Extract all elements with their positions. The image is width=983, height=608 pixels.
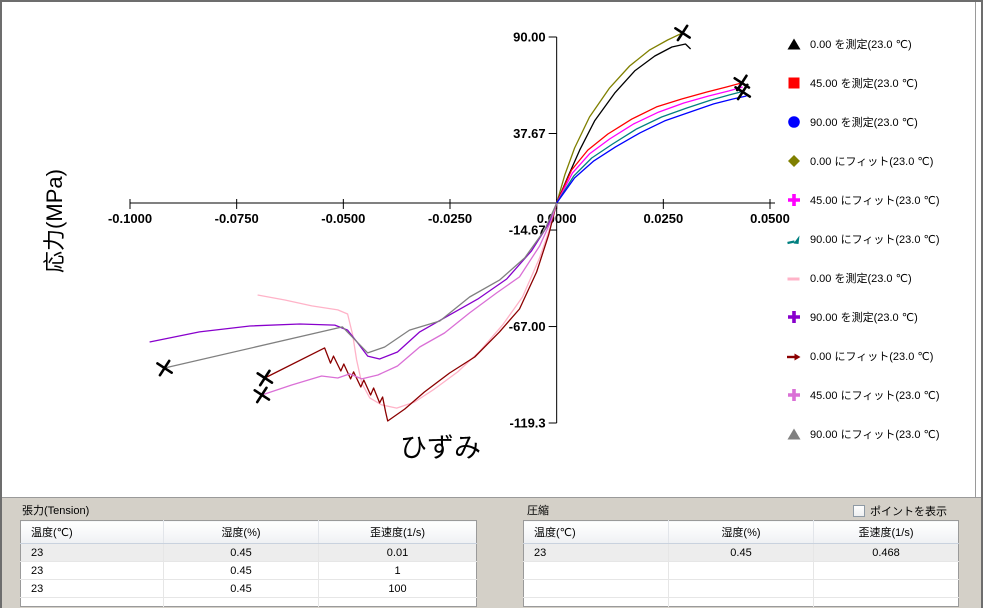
compression-table: 温度(℃) 湿度(%) 歪速度(1/s) 23 0.45 0.468 — [523, 520, 959, 607]
legend-item: 0.00 にフィット(23.0 ℃) — [786, 141, 972, 180]
checkbox-icon[interactable] — [853, 505, 865, 517]
svg-text:0.0500: 0.0500 — [750, 211, 790, 226]
column-header-strain-rate[interactable]: 歪速度(1/s) — [813, 520, 959, 544]
column-header-temperature[interactable]: 温度(℃) — [523, 520, 669, 544]
cell-strain-rate[interactable]: 0.01 — [318, 543, 477, 562]
compression-table-label: 圧縮 — [527, 505, 549, 517]
cell-humidity[interactable]: 0.45 — [668, 543, 814, 562]
legend-item: 90.00 にフィット(23.0 ℃) — [786, 219, 972, 258]
legend-label: 45.00 にフィット(23.0 ℃) — [810, 389, 940, 402]
legend-label: 90.00 にフィット(23.0 ℃) — [810, 233, 940, 246]
table-row-empty[interactable] — [523, 597, 959, 607]
cell-humidity[interactable]: 0.45 — [163, 579, 319, 598]
svg-text:-0.0250: -0.0250 — [428, 211, 472, 226]
svg-text:-0.1000: -0.1000 — [108, 211, 152, 226]
legend-marker-triangle-icon — [786, 426, 802, 442]
bottom-panel: 張力(Tension) 温度(℃) 湿度(%) 歪速度(1/s) 23 0.45… — [2, 497, 981, 608]
cell-temperature[interactable]: 23 — [20, 561, 164, 580]
cell-humidity[interactable]: 0.45 — [163, 543, 319, 562]
tension-table-label: 張力(Tension) — [22, 505, 90, 517]
legend-item: 90.00 を測定(23.0 ℃) — [786, 102, 972, 141]
legend-label: 45.00 にフィット(23.0 ℃) — [810, 194, 940, 207]
stress-strain-chart: 90.00 37.67 -14.67 -67.00 -119.3 -0.1000 -0.07… — [2, 2, 976, 497]
svg-text:-14.67: -14.67 — [509, 223, 546, 238]
table-row-empty[interactable] — [20, 597, 477, 607]
legend-marker-plus-icon — [786, 192, 802, 208]
legend-item: 90.00 にフィット(23.0 ℃) — [786, 414, 972, 453]
cell-temperature[interactable]: 23 — [523, 543, 669, 562]
show-points-checkbox[interactable]: ポイントを表示 — [853, 503, 947, 519]
legend-marker-triangle-icon — [786, 36, 802, 52]
cell-strain-rate[interactable]: 100 — [318, 579, 477, 598]
legend-label: 0.00 にフィット(23.0 ℃) — [810, 350, 934, 363]
legend-marker-plus-icon — [786, 387, 802, 403]
legend: 0.00 を測定(23.0 ℃) 45.00 を測定(23.0 ℃) 90.00… — [786, 24, 972, 453]
cell-temperature[interactable]: 23 — [20, 543, 164, 562]
legend-label: 90.00 を測定(23.0 ℃) — [810, 311, 918, 324]
legend-item: 0.00 にフィット(23.0 ℃) — [786, 336, 972, 375]
legend-marker-plus-icon — [786, 309, 802, 325]
cell-strain-rate[interactable]: 1 — [318, 561, 477, 580]
column-header-strain-rate[interactable]: 歪速度(1/s) — [318, 520, 477, 544]
svg-text:90.00: 90.00 — [513, 30, 546, 45]
svg-text:0.0000: 0.0000 — [537, 211, 577, 226]
chart-right-border — [975, 2, 976, 497]
column-header-humidity[interactable]: 湿度(%) — [668, 520, 814, 544]
svg-text:37.67: 37.67 — [513, 126, 546, 141]
cell-temperature[interactable]: 23 — [20, 579, 164, 598]
table-row[interactable]: 23 0.45 1 — [20, 561, 477, 580]
table-row[interactable]: 23 0.45 0.468 — [523, 543, 959, 562]
table-row[interactable]: 23 0.45 0.01 — [20, 543, 477, 562]
legend-label: 45.00 を測定(23.0 ℃) — [810, 77, 918, 90]
table-row-empty[interactable] — [523, 561, 959, 580]
svg-text:-67.00: -67.00 — [509, 319, 546, 334]
stress-strain-plot: 90.00 37.67 -14.67 -67.00 -119.3 -0.1000 -0.07… — [108, 24, 790, 431]
tension-table: 温度(℃) 湿度(%) 歪速度(1/s) 23 0.45 0.01 23 0.4… — [20, 520, 477, 607]
legend-item: 0.00 を測定(23.0 ℃) — [786, 24, 972, 63]
cell-humidity[interactable]: 0.45 — [163, 561, 319, 580]
svg-text:-0.0500: -0.0500 — [321, 211, 365, 226]
svg-text:-119.3: -119.3 — [510, 416, 546, 431]
table-row[interactable]: 23 0.45 100 — [20, 579, 477, 598]
legend-label: 0.00 を測定(23.0 ℃) — [810, 272, 912, 285]
legend-marker-dash-icon — [786, 270, 802, 286]
legend-item: 45.00 にフィット(23.0 ℃) — [786, 375, 972, 414]
legend-label: 90.00 にフィット(23.0 ℃) — [810, 428, 940, 441]
legend-marker-line-arrow-icon — [786, 348, 802, 364]
legend-label: 90.00 を測定(23.0 ℃) — [810, 116, 918, 129]
column-header-temperature[interactable]: 温度(℃) — [20, 520, 164, 544]
legend-item: 45.00 にフィット(23.0 ℃) — [786, 180, 972, 219]
legend-label: 0.00 にフィット(23.0 ℃) — [810, 155, 934, 168]
legend-marker-diamond-icon — [786, 153, 802, 169]
svg-text:-0.0750: -0.0750 — [215, 211, 259, 226]
legend-marker-circle-icon — [786, 114, 802, 130]
legend-marker-line-arrow-icon — [786, 231, 802, 247]
column-header-humidity[interactable]: 湿度(%) — [163, 520, 319, 544]
x-axis-title: ひずみ — [400, 433, 481, 463]
table-row-empty[interactable] — [523, 579, 959, 598]
legend-item: 45.00 を測定(23.0 ℃) — [786, 63, 972, 102]
svg-text:0.0250: 0.0250 — [643, 211, 683, 226]
legend-marker-square-icon — [786, 75, 802, 91]
legend-label: 0.00 を測定(23.0 ℃) — [810, 38, 912, 51]
cell-strain-rate[interactable]: 0.468 — [813, 543, 959, 562]
y-axis-title: 応力(MPa) — [42, 169, 67, 273]
show-points-label: ポイントを表示 — [870, 506, 947, 518]
legend-item: 0.00 を測定(23.0 ℃) — [786, 258, 972, 297]
legend-item: 90.00 を測定(23.0 ℃) — [786, 297, 972, 336]
